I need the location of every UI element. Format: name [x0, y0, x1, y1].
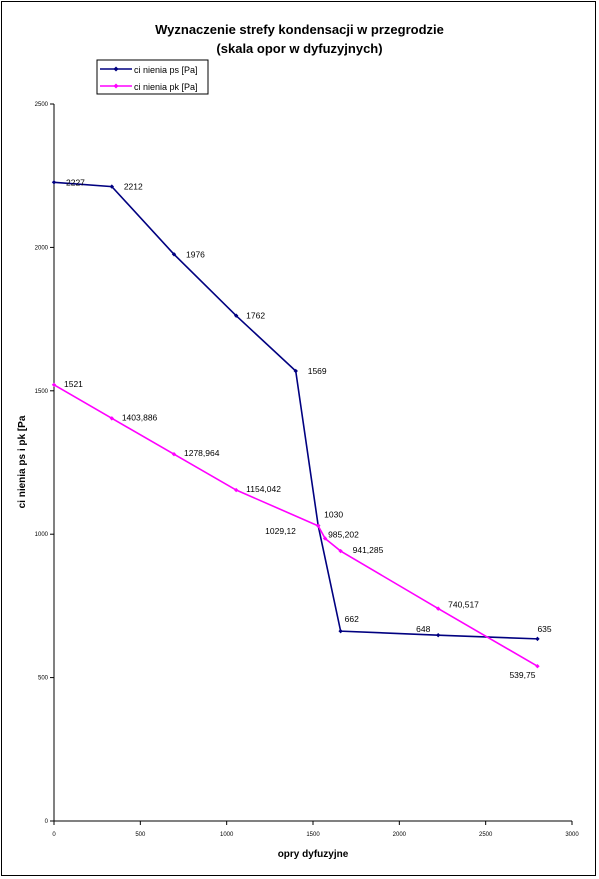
data-label: 1569: [308, 366, 327, 376]
data-label: 539,75: [509, 670, 535, 680]
data-point: [315, 523, 321, 529]
x-tick-label: 500: [135, 832, 146, 838]
data-point: [435, 606, 441, 611]
y-tick-label: 2500: [35, 102, 49, 108]
series-layer: [51, 180, 540, 669]
y-tick-label: 500: [38, 676, 49, 682]
legend-label-ps: ci nienia ps [Pa]: [134, 65, 198, 75]
y-ticks: 0 500 1000 1500 2000 2500: [35, 102, 54, 825]
data-label: 1762: [246, 311, 265, 321]
data-point: [233, 313, 239, 318]
y-axis-label: ci nienia ps i pk [Pa: [17, 415, 28, 508]
data-point: [233, 487, 239, 493]
y-tick-label: 2000: [35, 245, 49, 251]
chart-title: Wyznaczenie strefy kondensacji w przegro…: [155, 22, 444, 37]
data-point: [338, 548, 343, 554]
x-tick-label: 3000: [565, 832, 579, 838]
data-label: 648: [416, 624, 430, 634]
data-label: 1403,886: [122, 412, 158, 422]
legend-label-pk: ci nienia pk [Pa]: [134, 82, 198, 92]
y-tick-label: 1500: [35, 389, 49, 395]
x-tick-label: 1000: [220, 832, 234, 838]
data-label: 1976: [186, 249, 205, 259]
data-point: [171, 451, 177, 457]
data-point: [51, 180, 57, 185]
data-label: 1029,12: [265, 526, 296, 536]
data-label: 1030: [324, 510, 343, 520]
data-point: [535, 636, 540, 642]
data-point: [322, 536, 328, 541]
data-point: [535, 663, 540, 669]
data-point: [293, 368, 298, 374]
data-point: [109, 184, 115, 189]
series-line-ps: [53, 181, 538, 640]
y-tick-label: 1000: [35, 532, 49, 538]
data-labels: 2227 2212 1976 1762 1569 1030 662 648 635 1521 140…: [64, 177, 552, 680]
data-point: [109, 416, 115, 421]
data-point: [435, 632, 441, 638]
x-ticks: 0 500 1000 1500 2000 2500 3000: [52, 821, 579, 838]
legend-box: [96, 59, 209, 95]
x-tick-label: 1500: [306, 832, 320, 838]
data-label: 985,202: [328, 529, 359, 539]
data-label: 662: [345, 614, 359, 624]
chart-subtitle: (skala opor w dyfuzyjnych): [216, 41, 383, 56]
data-label: 740,517: [448, 600, 479, 610]
data-label: 1154,042: [246, 484, 281, 494]
x-tick-label: 0: [52, 832, 56, 838]
legend-marker-ps: [113, 66, 119, 72]
y-tick-label: 0: [45, 819, 49, 825]
data-point: [51, 382, 57, 387]
data-label: 2227: [66, 177, 85, 187]
x-tick-label: 2500: [479, 832, 493, 838]
data-label: 635: [537, 624, 551, 634]
data-point: [171, 252, 177, 257]
data-label: 1278,964: [184, 448, 220, 458]
x-tick-label: 2000: [393, 832, 407, 838]
data-label: 941,285: [353, 545, 384, 555]
legend: ci nienia ps [Pa] ci nienia pk [Pa]: [96, 59, 209, 95]
x-axis-label: opry dyfuzyjne: [278, 849, 349, 860]
data-label: 1521: [64, 379, 83, 389]
legend-marker-pk: [113, 83, 119, 89]
data-point: [338, 628, 343, 634]
data-label: 2212: [124, 182, 143, 192]
